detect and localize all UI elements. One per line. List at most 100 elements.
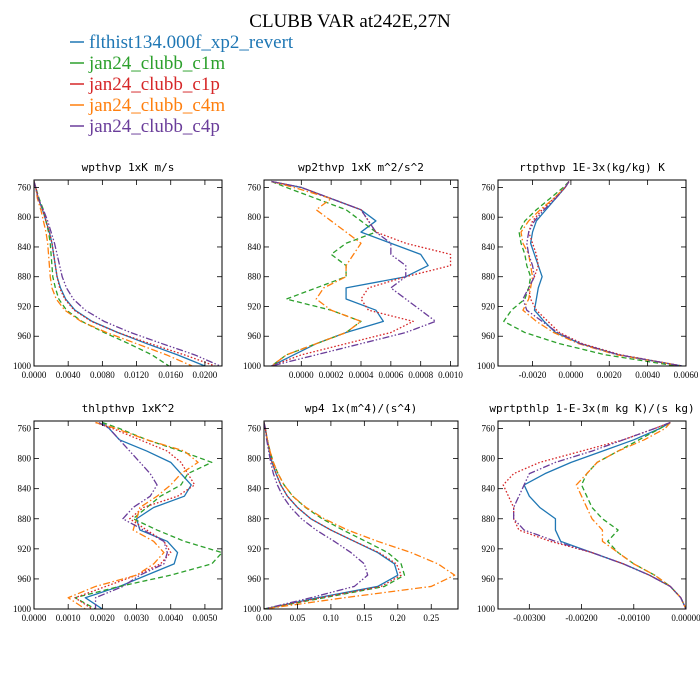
legend-label: jan24_clubb_c4p bbox=[88, 116, 220, 137]
y-tick-label: 840 bbox=[248, 242, 262, 252]
y-tick-label: 920 bbox=[482, 301, 496, 311]
x-tick-label: 0.0060 bbox=[674, 370, 699, 380]
y-tick-label: 760 bbox=[18, 182, 32, 192]
y-tick-label: 840 bbox=[482, 242, 496, 252]
y-tick-label: 1000 bbox=[477, 604, 496, 614]
panel-series bbox=[502, 421, 686, 609]
y-tick-label: 1000 bbox=[243, 604, 262, 614]
y-tick-label: 880 bbox=[482, 272, 496, 282]
y-tick-label: 880 bbox=[248, 272, 262, 282]
legend-label: jan24_clubb_c1p bbox=[88, 74, 220, 95]
y-tick-label: 960 bbox=[482, 331, 496, 341]
x-tick-label: 0.0120 bbox=[124, 370, 149, 380]
series-line-flthist134-000f-xp2-revert bbox=[84, 422, 192, 609]
x-tick-label: 0.0000 bbox=[22, 370, 47, 380]
y-tick-label: 800 bbox=[482, 454, 496, 464]
x-tick-label: 0.0030 bbox=[124, 613, 149, 623]
y-tick-label: 920 bbox=[18, 301, 32, 311]
series-line-jan24-clubb-c1p bbox=[502, 421, 686, 609]
panel-frame bbox=[263, 420, 459, 610]
legend-entry: jan24_clubb_c1p bbox=[70, 74, 220, 95]
series-line-jan24-clubb-c4p bbox=[513, 421, 686, 609]
y-tick-label: 800 bbox=[248, 454, 262, 464]
panel-title: wp2thvp 1xK m^2/s^2 bbox=[298, 161, 424, 174]
x-tick-label: 0.0000 bbox=[559, 370, 584, 380]
legend: flthist134.000f_xp2_revertjan24_clubb_c1… bbox=[70, 32, 294, 137]
legend-label: jan24_clubb_c1m bbox=[88, 53, 225, 74]
panel-frame bbox=[33, 179, 223, 367]
panel-series bbox=[34, 181, 221, 366]
panel-series bbox=[503, 181, 683, 366]
x-tick-label: 0.0160 bbox=[158, 370, 183, 380]
series-line-jan24-clubb-c4m bbox=[575, 422, 686, 609]
x-tick-label: -0.0020 bbox=[519, 370, 547, 380]
series-line-jan24-clubb-c1p bbox=[34, 181, 216, 366]
y-tick-label: 920 bbox=[18, 544, 32, 554]
legend-label: flthist134.000f_xp2_revert bbox=[89, 32, 294, 53]
series-line-flthist134-000f-xp2-revert bbox=[529, 181, 683, 366]
x-tick-label: 0.0040 bbox=[158, 613, 183, 623]
x-tick-label: 0.0050 bbox=[193, 613, 218, 623]
panel-series bbox=[271, 180, 452, 366]
y-tick-label: 800 bbox=[18, 212, 32, 222]
panel-2: wp2thvp 1xK m^2/s^2 760 800 840 880 920 960 100… bbox=[243, 161, 463, 380]
y-tick-label: 1000 bbox=[13, 361, 32, 371]
legend-entry: jan24_clubb_c4m bbox=[70, 95, 225, 116]
x-tick-label: -0.00100 bbox=[618, 613, 651, 623]
panel-title: wp4 1x(m^4)/(s^4) bbox=[305, 402, 418, 415]
x-tick-label: 0.0000 bbox=[22, 613, 47, 623]
legend-entry: jan24_clubb_c4p bbox=[70, 116, 220, 137]
y-tick-label: 960 bbox=[18, 331, 32, 341]
series-line-jan24-clubb-c4m bbox=[264, 422, 456, 609]
y-tick-label: 840 bbox=[18, 484, 32, 494]
x-tick-label: 0.0020 bbox=[597, 370, 622, 380]
x-tick-label: 0.00 bbox=[256, 613, 272, 623]
y-tick-label: 760 bbox=[248, 182, 262, 192]
series-line-jan24-clubb-c1p bbox=[74, 421, 196, 609]
y-tick-label: 840 bbox=[482, 484, 496, 494]
y-tick-label: 1000 bbox=[243, 361, 262, 371]
y-tick-label: 920 bbox=[482, 544, 496, 554]
y-tick-label: 880 bbox=[482, 514, 496, 524]
x-tick-label: 0.10 bbox=[323, 613, 339, 623]
x-tick-label: -0.00200 bbox=[565, 613, 598, 623]
x-tick-label: 0.05 bbox=[290, 613, 306, 623]
x-tick-label: 0.0002 bbox=[319, 370, 344, 380]
panel-1: wpthvp 1xK m/s76080084088092096010000.00… bbox=[13, 161, 223, 380]
series-line-jan24-clubb-c4p bbox=[271, 180, 437, 366]
series-line-jan24-clubb-c1m bbox=[74, 421, 222, 609]
x-tick-label: 0.0040 bbox=[56, 370, 81, 380]
series-line-jan24-clubb-c1p bbox=[528, 181, 683, 366]
x-tick-label: 0.0200 bbox=[193, 370, 218, 380]
x-tick-label: 0.0000 bbox=[289, 370, 314, 380]
legend-label: jan24_clubb_c4m bbox=[88, 95, 225, 116]
series-line-jan24-clubb-c4p bbox=[34, 181, 221, 366]
y-tick-label: 840 bbox=[248, 484, 262, 494]
series-line-jan24-clubb-c1m bbox=[503, 181, 677, 366]
x-tick-label: 0.0004 bbox=[349, 370, 374, 380]
panel-6: wprtpthlp 1-E-3x(m kg K)/(s kg) 760 800 840… bbox=[477, 402, 700, 623]
y-tick-label: 960 bbox=[482, 574, 496, 584]
x-tick-label: 0.0010 bbox=[56, 613, 81, 623]
y-tick-label: 960 bbox=[248, 574, 262, 584]
series-line-jan24-clubb-c1p bbox=[271, 180, 452, 366]
x-tick-label: 0.25 bbox=[423, 613, 439, 623]
series-line-jan24-clubb-c1p bbox=[264, 422, 402, 609]
y-tick-label: 760 bbox=[482, 182, 496, 192]
series-line-jan24-clubb-c4m bbox=[520, 181, 683, 366]
series-line-jan24-clubb-c4m bbox=[34, 181, 193, 366]
x-tick-label: 0.0080 bbox=[90, 370, 115, 380]
figure-title: CLUBB VAR at242E,27N bbox=[249, 11, 451, 32]
y-tick-label: 760 bbox=[482, 424, 496, 434]
panel-series bbox=[67, 421, 222, 609]
y-tick-label: 1000 bbox=[13, 604, 32, 614]
panel-series bbox=[264, 422, 456, 609]
y-tick-label: 800 bbox=[248, 212, 262, 222]
y-tick-label: 920 bbox=[248, 544, 262, 554]
x-tick-label: 0.0006 bbox=[378, 370, 403, 380]
panel-title: thlpthvp 1xK^2 bbox=[82, 402, 175, 415]
panel-title: wpthvp 1xK m/s bbox=[82, 161, 175, 174]
y-tick-label: 880 bbox=[18, 514, 32, 524]
y-tick-label: 800 bbox=[482, 212, 496, 222]
